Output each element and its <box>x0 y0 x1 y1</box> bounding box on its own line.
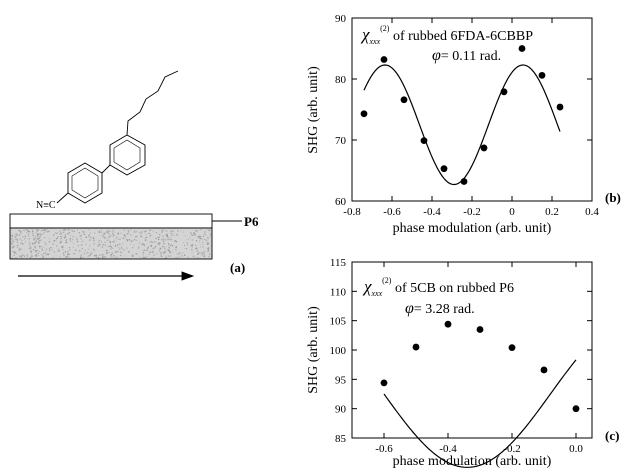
c-data-point <box>540 366 548 374</box>
chart-c-ylabel: SHG (arb. unit) <box>306 306 321 394</box>
b-ytick-label: 80 <box>335 74 347 86</box>
c-ytick-label: 105 <box>330 316 347 328</box>
b-data-point <box>480 144 488 152</box>
c-ytick-label: 85 <box>335 433 347 445</box>
p6-label: P6 <box>244 214 259 229</box>
chart-b-ticks: -0.8 -0.6 -0.4 -0.2 0 0.2 0.4 60 70 80 90 <box>335 13 599 218</box>
b-xtick-label: -0.4 <box>423 206 441 218</box>
substrate-speckle <box>11 229 212 260</box>
chart-c-xlabel: phase modulation (arb. unit) <box>393 454 552 468</box>
b-data-point <box>500 88 508 96</box>
b-data-point <box>440 165 448 173</box>
chart-b-annotation-line1: χxxx(2) of rubbed 6FDA-6CBBP <box>360 24 533 46</box>
chart-b-xlabel: phase modulation (arb. unit) <box>393 221 552 236</box>
p6-layer <box>9 213 213 229</box>
b-xtick-label: -0.6 <box>383 206 401 218</box>
b-xtick-label: 0 <box>509 206 515 218</box>
c-ytick-label: 100 <box>330 345 347 357</box>
alkyl-chain <box>126 70 179 136</box>
b-ytick-label: 70 <box>335 135 347 147</box>
chart-c-annotation-line2: φ= 3.28 rad. <box>405 300 475 317</box>
b-data-point <box>400 96 408 104</box>
b-data-point <box>360 110 368 118</box>
chart-b-fit-curve <box>363 64 561 186</box>
b-data-point <box>460 178 468 185</box>
upper-ring-inner <box>113 139 141 171</box>
c-xtick-label: -0.2 <box>503 443 520 455</box>
b-data-point <box>538 71 546 79</box>
arrow-head <box>181 271 195 281</box>
b-xtick-label: 0.2 <box>545 206 559 218</box>
lower-phenyl-ring <box>67 162 103 204</box>
nitrile-group-label: N≡C <box>36 200 56 211</box>
c-data-point <box>572 405 580 413</box>
biphenyl-bond <box>101 164 111 174</box>
b-data-point <box>380 56 388 63</box>
chart-b-points <box>360 45 564 185</box>
b-xtick-label: 0.4 <box>585 206 599 218</box>
c-ytick-label: 95 <box>335 374 347 386</box>
upper-phenyl-ring <box>109 134 146 176</box>
lower-ring-inner <box>71 167 99 199</box>
b-xtick-label: -0.2 <box>463 206 480 218</box>
b-ytick-label: 60 <box>335 196 347 208</box>
chart-b-annotation-line2: φ= 0.11 rad. <box>432 47 501 64</box>
c-ytick-label: 90 <box>335 404 347 416</box>
b-data-point <box>556 103 564 111</box>
chart-b: -0.8 -0.6 -0.4 -0.2 0 0.2 0.4 60 70 80 90 SHG (arb… <box>306 13 621 236</box>
b-data-point <box>420 137 428 145</box>
chart-c-annotation-line1: χxxx(2) of 5CB on rubbed P6 <box>362 276 514 298</box>
c-data-point <box>412 343 420 351</box>
chart-c: -0.6 -0.4 -0.2 0.0 85 90 95 100 105 110 115 SHG (a… <box>306 257 619 468</box>
c-data-point <box>444 320 452 328</box>
panel-label-a: (a) <box>230 260 245 275</box>
b-xtick-label: -0.8 <box>343 206 361 218</box>
c-ytick-label: 110 <box>330 286 347 298</box>
nitrile-bond <box>56 192 69 204</box>
panel-label-b: (b) <box>605 190 621 205</box>
chart-c-ticks: -0.6 -0.4 -0.2 0.0 85 90 95 100 105 110 115 <box>330 257 592 455</box>
panel-label-c: (c) <box>605 428 619 443</box>
chart-c-points <box>380 320 580 413</box>
c-xtick-label: 0.0 <box>569 443 583 455</box>
c-xtick-label: -0.4 <box>439 443 457 455</box>
c-xtick-label: -0.6 <box>375 443 393 455</box>
c-data-point <box>508 344 516 352</box>
c-data-point <box>380 379 388 387</box>
b-data-point <box>518 45 526 52</box>
b-ytick-label: 90 <box>335 13 347 25</box>
chart-b-plot-area <box>351 17 593 202</box>
c-data-point <box>476 326 484 333</box>
c-ytick-label: 115 <box>330 257 347 269</box>
chart-c-fit-curve <box>383 359 577 468</box>
chart-b-ylabel: SHG (arb. unit) <box>306 66 321 154</box>
